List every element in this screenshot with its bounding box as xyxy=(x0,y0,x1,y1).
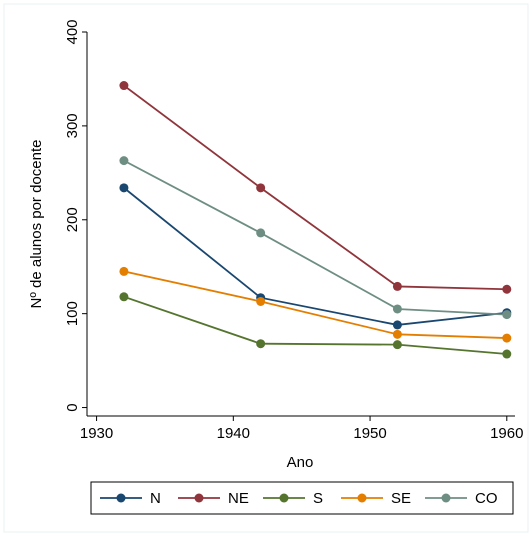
point xyxy=(392,329,402,339)
series-line xyxy=(123,295,507,355)
legend-marker xyxy=(279,493,289,503)
y-tick-label: 200 xyxy=(64,207,81,232)
point xyxy=(119,81,129,91)
point xyxy=(392,304,402,314)
x-tick-label: 1940 xyxy=(217,425,250,442)
point xyxy=(119,156,129,166)
x-axis-label: Ano xyxy=(287,454,314,471)
x-tick-label: 1960 xyxy=(490,425,523,442)
y-tick-label: 400 xyxy=(64,19,81,44)
point xyxy=(392,281,402,291)
legend-marker xyxy=(357,493,367,503)
legend-label: SE xyxy=(391,490,411,507)
y-tick-label: 0 xyxy=(64,403,81,411)
frame xyxy=(3,3,529,533)
legend-label: CO xyxy=(475,490,498,507)
point xyxy=(502,284,512,294)
point xyxy=(502,333,512,343)
legend-label: N xyxy=(150,490,161,507)
point xyxy=(119,292,129,302)
legend-marker xyxy=(441,493,451,503)
point xyxy=(119,183,129,193)
point xyxy=(392,320,402,330)
legend-label: S xyxy=(313,490,323,507)
point xyxy=(502,349,512,359)
legend-label: NE xyxy=(228,490,249,507)
point xyxy=(256,183,266,193)
legend-marker xyxy=(194,493,204,503)
series-line xyxy=(123,159,507,316)
point xyxy=(256,339,266,349)
point xyxy=(119,266,129,276)
y-tick-label: 100 xyxy=(64,301,81,326)
series-line xyxy=(123,84,507,291)
point xyxy=(502,310,512,320)
x-tick-label: 1950 xyxy=(353,425,386,442)
series-line xyxy=(123,270,507,339)
y-tick-label: 300 xyxy=(64,113,81,138)
series-line xyxy=(123,187,507,326)
point xyxy=(392,340,402,350)
x-tick-label: 1930 xyxy=(80,425,113,442)
point xyxy=(256,296,266,306)
point xyxy=(256,228,266,238)
legend-marker xyxy=(116,493,126,503)
y-axis-label: Nº de alunos por docente xyxy=(28,140,45,309)
